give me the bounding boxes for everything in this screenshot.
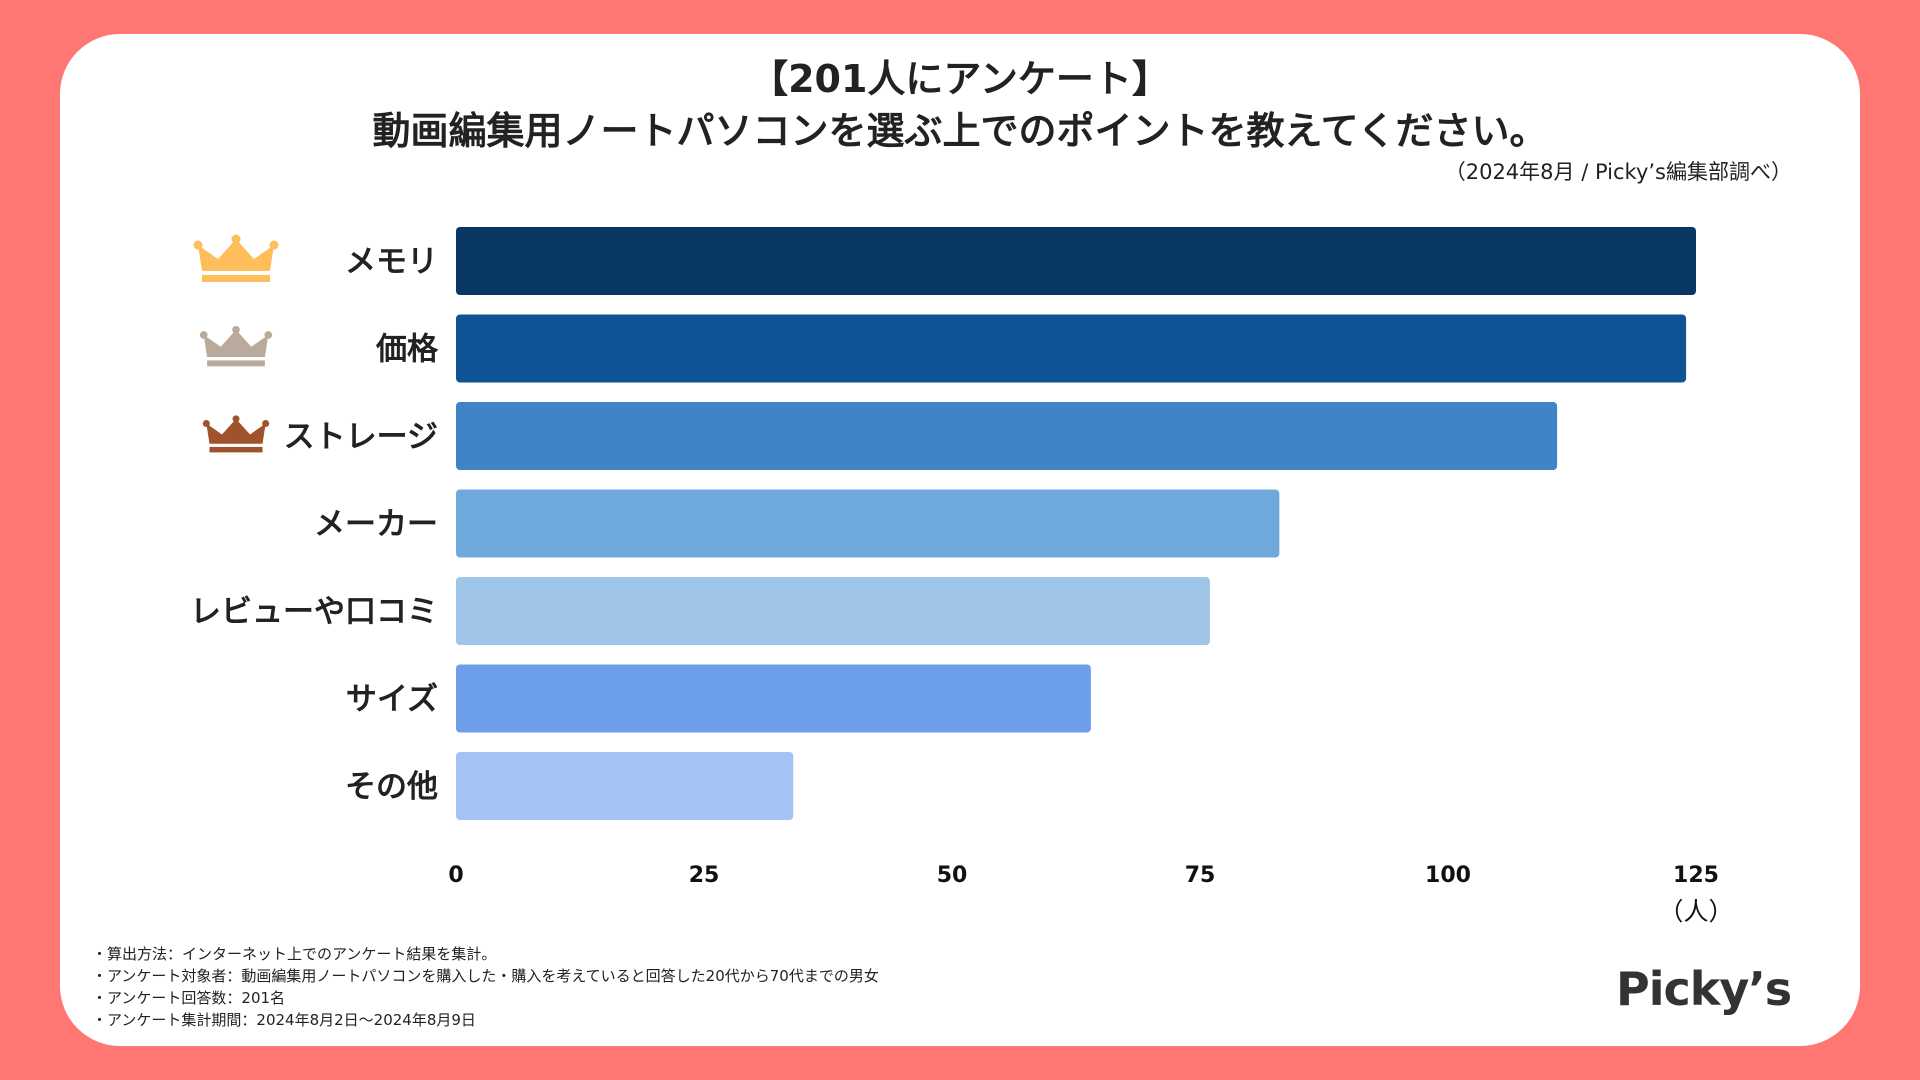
silver-crown-jewel-2 (264, 331, 273, 339)
bronze-crown-icon (202, 415, 270, 453)
category-label-2: ストレージ (284, 419, 438, 455)
bar-6 (456, 752, 794, 820)
bar-4 (456, 577, 1210, 645)
gold-crown-band (202, 275, 270, 282)
x-tick-5: 125 (1673, 863, 1719, 888)
bronze-crown-jewel-2 (262, 420, 270, 428)
silver-crown-body (203, 329, 269, 357)
category-label-3: メーカー (314, 507, 438, 543)
bar-0 (456, 227, 1696, 295)
gold-crown-jewel-0 (193, 240, 203, 250)
bar-1 (456, 314, 1687, 383)
silver-crown-jewel-1 (232, 325, 240, 334)
category-label-4: レビューや口コミ (190, 594, 438, 630)
bronze-crown-jewel-0 (202, 420, 210, 428)
gold-crown-icon (193, 234, 279, 282)
gold-crown-body (198, 239, 274, 271)
gold-crown-jewel-1 (231, 234, 241, 244)
x-tick-4: 100 (1425, 863, 1471, 888)
silver-crown-jewel-0 (199, 331, 208, 339)
chart-title-line1: 【201人にアンケート】 (750, 57, 1170, 101)
category-label-0: メモリ (345, 244, 438, 280)
gold-crown-jewel-2 (269, 240, 279, 250)
bar-2 (456, 402, 1558, 470)
bar-5 (456, 664, 1091, 733)
category-label-1: 価格 (375, 332, 439, 368)
x-tick-0: 0 (448, 863, 463, 888)
bar-3 (456, 489, 1280, 558)
bronze-crown-jewel-1 (232, 415, 240, 423)
silver-crown-band (207, 360, 265, 367)
note-method: ・算出方法：インターネット上でのアンケート結果を集計。 (92, 945, 497, 963)
survey-notes: ・算出方法：インターネット上でのアンケート結果を集計。 ・アンケート対象者：動画… (92, 943, 879, 1031)
note-count: ・アンケート回答数：201名 (92, 989, 286, 1007)
bronze-crown-body (206, 418, 266, 444)
chart-title-line2: 動画編集用ノートパソコンを選ぶ上でのポイントを教えてください。 (372, 109, 1548, 153)
bronze-crown-band (209, 446, 263, 453)
note-target: ・アンケート対象者：動画編集用ノートパソコンを購入した・購入を考えていると回答し… (92, 967, 879, 985)
x-tick-1: 25 (689, 863, 720, 888)
silver-crown-icon (199, 325, 273, 367)
card: 【201人にアンケート】 動画編集用ノートパソコンを選ぶ上でのポイントを教えてく… (60, 34, 1860, 1046)
category-label-5: サイズ (346, 682, 438, 718)
x-tick-2: 50 (937, 863, 968, 888)
source-note: （2024年8月 / Picky’s編集部調べ） (1444, 160, 1792, 184)
x-tick-3: 75 (1185, 863, 1216, 888)
x-axis-unit: （人） (1658, 897, 1733, 926)
brand-logo: Picky’s (1616, 962, 1792, 1016)
category-label-6: その他 (345, 769, 438, 805)
note-period: ・アンケート集計期間：2024年8月2日〜2024年8月9日 (92, 1011, 476, 1029)
